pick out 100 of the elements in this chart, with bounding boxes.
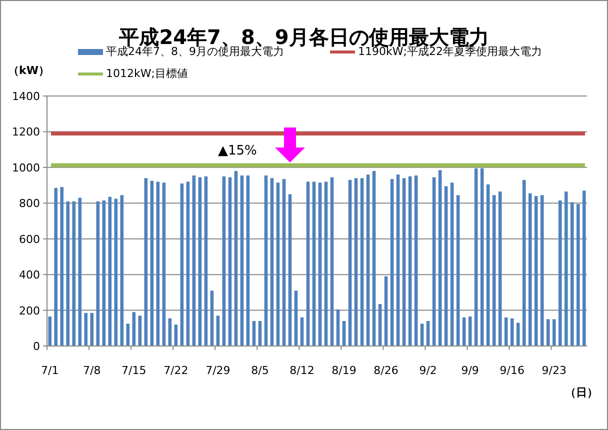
bar — [54, 188, 58, 346]
bar — [198, 177, 202, 346]
y-tick-label: 400 — [19, 268, 40, 282]
x-tick-label: 7/22 — [164, 364, 188, 377]
bar — [516, 322, 520, 346]
bar — [498, 192, 502, 346]
x-tick-label: 8/12 — [290, 364, 314, 377]
bar — [204, 176, 208, 346]
bar — [480, 168, 484, 346]
x-tick-label: 9/9 — [461, 364, 479, 377]
bar — [294, 290, 298, 346]
bar — [306, 182, 310, 346]
y-tick-label: 1400 — [12, 90, 40, 103]
bar — [84, 312, 88, 346]
y-axis-title: （kW） — [8, 64, 50, 77]
bar — [210, 290, 214, 346]
bar — [522, 180, 526, 346]
y-tick-label: 200 — [19, 304, 40, 318]
bar — [390, 179, 394, 346]
bar — [132, 312, 136, 346]
bar — [66, 201, 70, 346]
y-tick-label: 800 — [19, 197, 40, 210]
y-tick-label: 1000 — [12, 161, 40, 174]
y-tick-label: 0 — [33, 340, 40, 353]
bar — [102, 200, 106, 346]
bar — [552, 319, 556, 346]
bar — [60, 187, 64, 346]
bar — [138, 316, 142, 346]
bar — [216, 316, 220, 346]
bar — [360, 178, 364, 346]
bar — [348, 180, 352, 346]
legend-label: 1012kW;目標値 — [106, 67, 188, 80]
bar — [486, 184, 490, 346]
x-tick-label: 7/29 — [206, 364, 230, 377]
x-tick-label: 9/16 — [500, 364, 524, 377]
bar — [372, 171, 376, 346]
x-tick-label: 8/26 — [374, 364, 398, 377]
bar — [402, 178, 406, 346]
bar — [222, 176, 226, 346]
bar — [156, 182, 160, 346]
y-tick-label: 1200 — [12, 126, 40, 139]
bar — [576, 204, 580, 346]
x-tick-label: 8/19 — [332, 364, 356, 377]
bar — [534, 196, 538, 346]
bar — [312, 182, 316, 346]
bar — [366, 174, 370, 346]
bar — [582, 190, 586, 346]
bar — [432, 177, 436, 346]
x-tick-label: 8/5 — [251, 364, 269, 377]
bar — [408, 176, 412, 346]
bar — [234, 171, 238, 346]
bar — [324, 182, 328, 346]
bar — [456, 195, 460, 346]
x-tick-label: 9/23 — [542, 364, 566, 377]
bar — [450, 182, 454, 346]
bar — [384, 276, 388, 346]
bar — [240, 175, 244, 346]
y-tick-label: 600 — [19, 232, 40, 246]
bar — [396, 174, 400, 346]
bar — [564, 192, 568, 346]
bar — [414, 175, 418, 346]
bar — [354, 178, 358, 346]
bar — [162, 182, 166, 346]
bar — [114, 198, 118, 346]
x-tick-label: 7/15 — [122, 364, 146, 377]
bar — [264, 175, 268, 346]
x-axis-title: （日） — [565, 386, 598, 399]
bar — [444, 186, 448, 346]
bar — [474, 168, 478, 346]
bar — [540, 195, 544, 346]
bar — [144, 178, 148, 346]
bar — [276, 182, 280, 346]
bar — [150, 180, 154, 346]
x-tick-label: 7/8 — [83, 364, 101, 377]
bar — [108, 196, 112, 346]
bar — [504, 317, 508, 346]
bar — [546, 319, 550, 346]
bar — [90, 312, 94, 346]
bar — [48, 316, 52, 346]
bar — [330, 177, 334, 346]
bar — [378, 304, 382, 346]
bar — [78, 198, 82, 346]
bar — [228, 177, 232, 346]
bar — [510, 318, 514, 346]
annotation: ▲15% — [218, 143, 257, 158]
bar — [492, 195, 496, 346]
bar — [96, 201, 100, 346]
bar — [528, 193, 532, 346]
bar — [120, 195, 124, 346]
bar — [126, 324, 130, 346]
x-tick-label: 9/2 — [419, 364, 437, 377]
bar — [318, 182, 322, 346]
bar — [246, 175, 250, 346]
bar — [438, 170, 442, 346]
bar — [570, 202, 574, 346]
bar — [192, 175, 196, 346]
bar — [558, 200, 562, 346]
bar — [282, 179, 286, 346]
bar — [288, 194, 292, 346]
bar — [180, 184, 184, 346]
